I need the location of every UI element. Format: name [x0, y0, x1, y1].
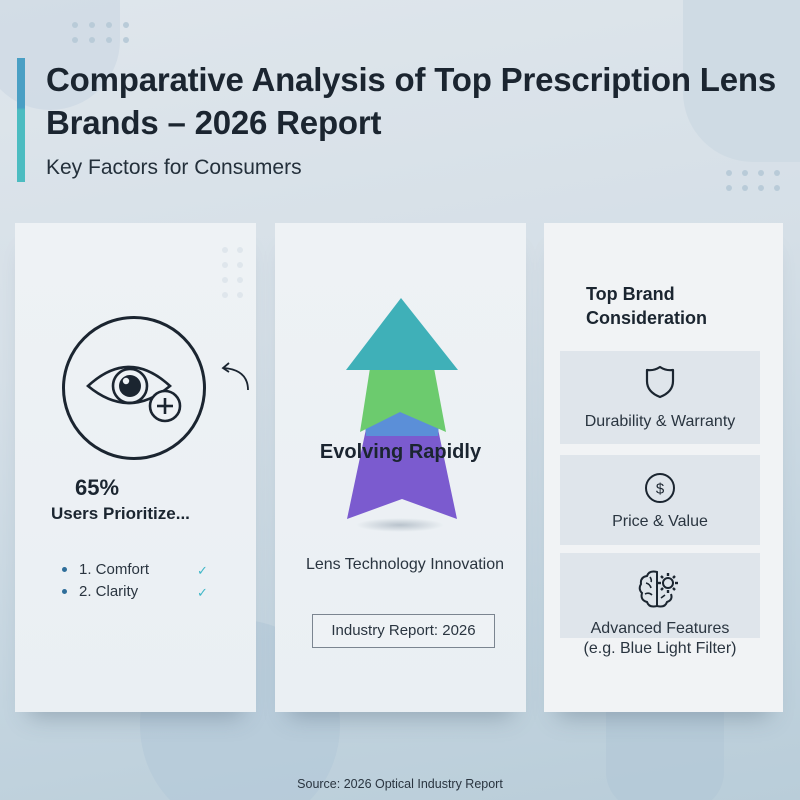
- report-badge: Industry Report: 2026: [312, 614, 495, 648]
- stat-value: 65%: [75, 475, 120, 500]
- decorative-dots: [726, 170, 780, 191]
- eye-plus-icon: [86, 365, 182, 423]
- graphic-shadow: [356, 518, 444, 532]
- bullet: [62, 566, 67, 572]
- innovation-caption: Lens Technology Innovation: [305, 556, 505, 573]
- factor-label: Price & Value: [612, 513, 708, 530]
- decorative-dots: [222, 247, 243, 298]
- accent-bar: [17, 58, 25, 182]
- graphic-label: Evolving Rapidly: [319, 441, 482, 463]
- shield-icon: [645, 365, 675, 399]
- factor-label: Durability & Warranty: [584, 413, 736, 430]
- factor-label-line: (e.g. Blue Light Filter): [583, 640, 737, 657]
- bullet: [62, 588, 67, 594]
- background-blob: [683, 0, 800, 162]
- list-item: 1. Comfort ✓: [62, 558, 208, 580]
- eye-icon-ring: [62, 316, 206, 460]
- list-item: 2. Clarity ✓: [62, 580, 208, 602]
- check-icon: ✓: [197, 585, 208, 600]
- factor-label: Advanced Features (e.g. Blue Light Filte…: [540, 619, 780, 659]
- consideration-title: Top Brand Consideration: [586, 282, 707, 330]
- dollar-circle-icon: $: [645, 473, 675, 503]
- factor-price: $ Price & Value: [560, 455, 760, 545]
- title-line: Top Brand: [586, 284, 675, 304]
- factor-durability: Durability & Warranty: [560, 351, 760, 444]
- check-icon: ✓: [197, 563, 208, 578]
- stat-label: Users Prioritize...: [51, 504, 190, 523]
- svg-text:$: $: [656, 481, 665, 498]
- priority-label: 1. Comfort: [79, 560, 150, 578]
- user-priorities-card: [15, 223, 256, 712]
- page-title: Comparative Analysis of Top Prescription…: [46, 61, 777, 141]
- decorative-dots: [72, 22, 129, 43]
- priority-list: 1. Comfort ✓ 2. Clarity ✓: [62, 558, 208, 602]
- priority-label: 2. Clarity: [79, 582, 139, 600]
- title-line: Consideration: [586, 308, 708, 328]
- factor-label-line: Advanced Features: [590, 620, 730, 637]
- page-subtitle: Key Factors for Consumers: [46, 156, 302, 179]
- curved-arrow-icon: [221, 362, 249, 391]
- source-note: Source: 2026 Optical Industry Report: [297, 777, 503, 791]
- layered-arrow-graphic: [346, 298, 458, 519]
- factor-advanced-features: Advanced Features (e.g. Blue Light Filte…: [560, 553, 760, 657]
- brain-gear-icon: [638, 570, 678, 608]
